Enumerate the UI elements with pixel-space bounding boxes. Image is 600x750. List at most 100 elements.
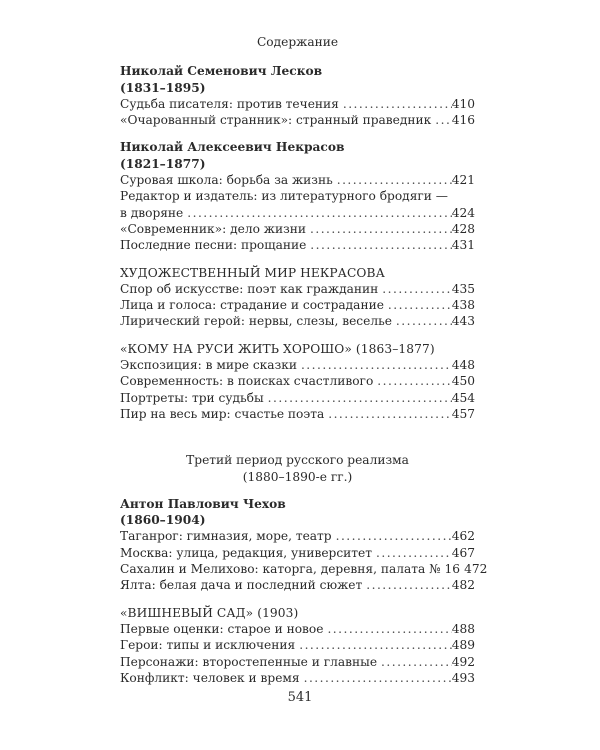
toc-entry-title: Спор об искусстве: поэт как гражданин [120, 281, 379, 296]
dot-leader [435, 112, 451, 128]
dot-leader [304, 670, 452, 686]
toc-entry[interactable]: Экспозиция: в мире сказки 448 [120, 357, 475, 373]
toc-entry-title: Портреты: три судьбы [120, 390, 264, 405]
toc-entry-page: 482 [451, 578, 475, 593]
dot-leader [366, 577, 451, 593]
dot-leader [327, 621, 451, 637]
toc-entry[interactable]: Портреты: три судьбы 454 [120, 390, 475, 406]
toc-entry[interactable]: в дворяне 424 [120, 205, 475, 221]
toc-section: «ВИШНЕВЫЙ САД» (1903) Первые оценки: стар… [120, 605, 475, 686]
toc-section: Третий период русского реализма (1880–189… [120, 452, 475, 485]
part-title: Третий период русского реализма [186, 453, 409, 468]
toc-entry[interactable]: Сахалин и Мелихово: каторга, деревня, па… [120, 561, 487, 577]
toc-entry-page: 443 [451, 314, 475, 329]
toc-entry-page: 431 [451, 238, 475, 253]
dot-leader [337, 172, 452, 188]
part-years: (1880–1890-е гг.) [242, 469, 353, 484]
toc-entry-page: 421 [451, 173, 475, 188]
toc-entry[interactable]: Герои: типы и исключения 489 [120, 637, 475, 653]
toc-section: Антон Павлович Чехов (1860–1904) Таганрог:… [120, 496, 487, 594]
dot-leader [381, 654, 452, 670]
toc-entry[interactable]: Современность: в поисках счастливого 450 [120, 373, 475, 389]
toc-entry[interactable]: Конфликт: человек и время 493 [120, 670, 475, 686]
toc-entry-title: Герои: типы и исключения [120, 638, 296, 653]
dot-leader [268, 390, 452, 406]
toc-entry-title: Ялта: белая дача и последний сюжет [120, 578, 363, 593]
toc-entry-title: Современность: в поисках счастливого [120, 374, 374, 389]
toc-section: ХУДОЖЕСТВЕННЫЙ МИР НЕКРАСОВА Спор об иску… [120, 265, 475, 330]
toc-entry[interactable]: Таганрог: гимназия, море, театр 462 [120, 528, 475, 544]
toc-sections: Николай Семенович Лесков (1831–1895) Судьб… [120, 63, 487, 686]
toc-entry[interactable]: Первые оценки: старое и новое 488 [120, 621, 475, 637]
author-name: Николай Алексеевич Некрасов [120, 140, 345, 155]
author-years: (1821–1877) [120, 156, 206, 171]
dot-leader [299, 637, 452, 653]
dot-leader [328, 406, 452, 422]
toc-entry-page: 462 [451, 529, 475, 544]
page-number: 541 [287, 690, 313, 705]
toc-entry-title: Суровая школа: борьба за жизнь [120, 173, 333, 188]
dot-leader [382, 281, 451, 297]
toc-entry-page: 450 [451, 374, 475, 389]
dot-leader [301, 357, 452, 373]
toc-entry-title: Лица и голоса: страдание и сострадание [120, 298, 384, 313]
section-heading: «ВИШНЕВЫЙ САД» (1903) [120, 605, 299, 620]
author-name: Николай Семенович Лесков [120, 64, 323, 79]
dot-leader [377, 373, 451, 389]
toc-section: Николай Алексеевич Некрасов (1821–1877) Су… [120, 139, 475, 253]
toc-entry[interactable]: Последние песни: прощание 431 [120, 237, 475, 253]
toc-entry-title: Сахалин и Мелихово: каторга, деревня, па… [120, 562, 461, 577]
section-heading: ХУДОЖЕСТВЕННЫЙ МИР НЕКРАСОВА [120, 265, 385, 280]
section-heading: «КОМУ НА РУСИ ЖИТЬ ХОРОШО» (1863–1877) [120, 341, 435, 356]
running-head: Содержание [256, 35, 339, 49]
toc-entry-title: Судьба писателя: против течения [120, 96, 339, 111]
toc-entry[interactable]: Лица и голоса: страдание и сострадание 43… [120, 297, 475, 313]
dot-leader [310, 237, 451, 253]
dot-leader [336, 528, 452, 544]
toc-entry-title-line: Редактор и издатель: из литературного бр… [120, 189, 448, 204]
author-years: (1831–1895) [120, 80, 206, 95]
toc-entry[interactable]: Москва: улица, редакция, университет 467 [120, 545, 475, 561]
toc-entry-page: 457 [451, 406, 475, 421]
toc-entry[interactable]: Суровая школа: борьба за жизнь 421 [120, 172, 475, 188]
toc-entry-title: Первые оценки: старое и новое [120, 621, 324, 636]
toc-entry-title: Лирический герой: нервы, слезы, веселье [120, 314, 392, 329]
toc-entry[interactable]: Судьба писателя: против течения 410 [120, 96, 475, 112]
toc-entry-title: Таганрог: гимназия, море, театр [120, 529, 332, 544]
author-years: (1860–1904) [120, 513, 206, 528]
toc-entry-title: Персонажи: второстепенные и главные [120, 654, 378, 669]
toc-entry[interactable]: Персонажи: второстепенные и главные 492 [120, 654, 475, 670]
toc-entry-page: 448 [451, 358, 475, 373]
toc-entry[interactable]: «Современник»: дело жизни 428 [120, 221, 475, 237]
dot-leader [388, 297, 452, 313]
toc-entry-page: 435 [451, 281, 475, 296]
toc-entry-title: Экспозиция: в мире сказки [120, 358, 297, 373]
toc-section: Николай Семенович Лесков (1831–1895) Судьб… [120, 63, 475, 128]
toc-entry-title: «Очарованный странник»: странный праведн… [120, 113, 432, 128]
toc-entry[interactable]: Спор об искусстве: поэт как гражданин 435 [120, 281, 475, 297]
dot-leader [310, 221, 452, 237]
dot-leader [343, 96, 452, 112]
dot-leader [376, 545, 452, 561]
toc-entry-page: 416 [451, 113, 475, 128]
toc-page: Содержание Николай Семенович Лесков (1831… [120, 34, 487, 686]
toc-entry[interactable]: «Очарованный странник»: странный праведн… [120, 112, 475, 128]
dot-leader [187, 205, 451, 221]
toc-entry[interactable]: Лирический герой: нервы, слезы, веселье 4… [120, 313, 475, 329]
toc-entry-title: Пир на весь мир: счастье поэта [120, 406, 325, 421]
toc-entry-title: «Современник»: дело жизни [120, 221, 307, 236]
toc-entry-page: 492 [451, 654, 475, 669]
toc-entry-page: 493 [451, 670, 475, 685]
toc-entry-title: Конфликт: человек и время [120, 670, 300, 685]
toc-entry[interactable]: Ялта: белая дача и последний сюжет 482 [120, 577, 475, 593]
toc-entry-page: 424 [451, 205, 475, 220]
toc-entry-page: 454 [451, 390, 475, 405]
toc-entry-page: 467 [451, 545, 475, 560]
toc-entry-title: Москва: улица, редакция, университет [120, 545, 372, 560]
author-name: Антон Павлович Чехов [120, 496, 286, 511]
toc-entry-page: 488 [451, 621, 475, 636]
toc-entry[interactable]: Пир на весь мир: счастье поэта 457 [120, 406, 475, 422]
toc-section: «КОМУ НА РУСИ ЖИТЬ ХОРОШО» (1863–1877) Эк… [120, 341, 475, 422]
toc-entry-page: 410 [451, 96, 475, 111]
toc-entry-page: 472 [464, 562, 488, 577]
